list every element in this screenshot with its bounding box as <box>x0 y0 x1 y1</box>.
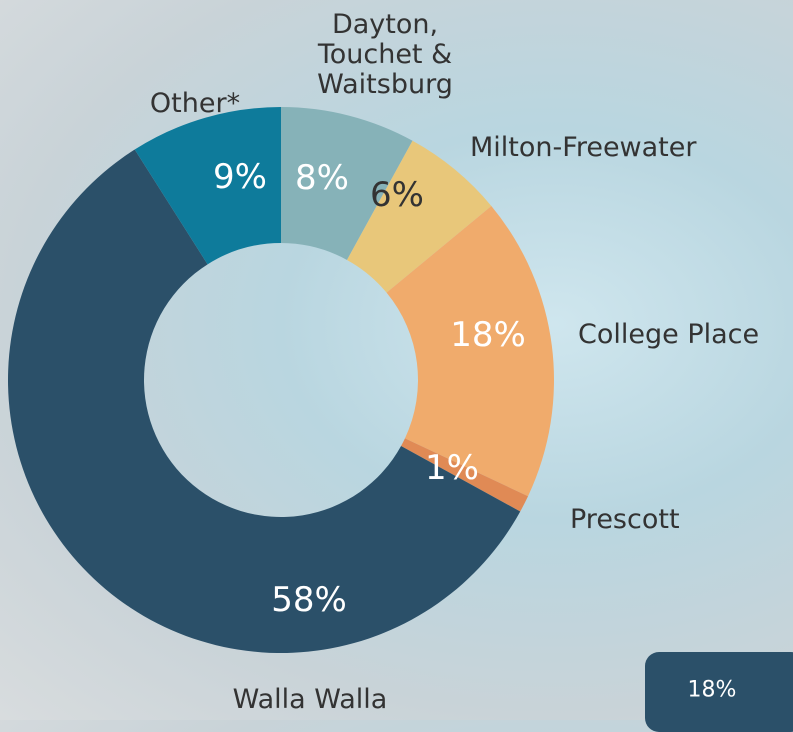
category-label: Prescott <box>570 505 680 535</box>
chart <box>0 0 793 720</box>
data-label: 1% <box>425 448 479 488</box>
category-label: Walla Walla <box>233 685 388 715</box>
category-label: Milton-Freewater <box>470 133 696 163</box>
data-label: 6% <box>370 175 424 215</box>
badge: 18% <box>645 652 793 732</box>
data-label: 58% <box>271 580 347 620</box>
badge-text: 18% <box>688 678 737 703</box>
category-label: Dayton, Touchet & Waitsburg <box>300 10 470 100</box>
data-label: 9% <box>213 157 267 197</box>
category-label: College Place <box>578 320 759 350</box>
category-label: Other* <box>150 89 240 119</box>
data-label: 8% <box>295 158 349 198</box>
page: 18% (() => { const data = JSON.parse(doc… <box>0 0 793 720</box>
data-label: 18% <box>450 315 526 355</box>
